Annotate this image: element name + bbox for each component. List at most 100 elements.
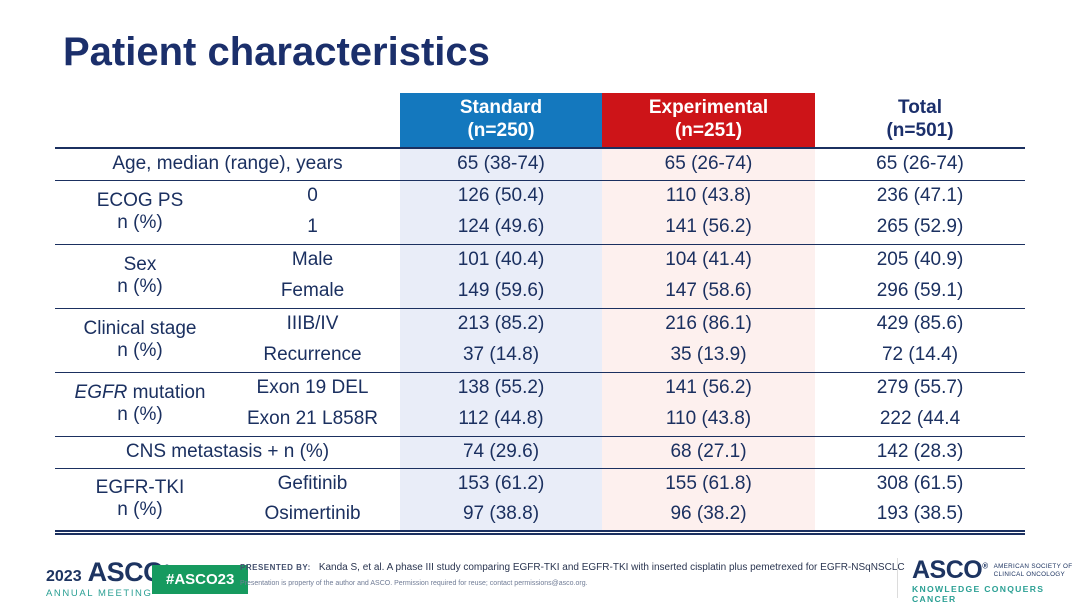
standard-column-header: Standard (n=250) [400,93,602,149]
age-standard-cell: 65 (38-74) [400,148,602,181]
sex-row-0: Sex n (%) Male 101 (40.4) 104 (41.4) 205… [55,244,1025,309]
tki-gefitinib-sublabel: Gefitinib [277,472,348,494]
experimental-header-line2: (n=251) [674,120,743,141]
registered-mark: ® [982,561,988,571]
tki-gefitinib-standard-cell: 153 (61.2) [400,468,602,500]
stage-label-line1: Clinical stage [83,318,197,340]
ecog-group-label: ECOG PS n (%) [55,180,225,245]
sex-female-total-cell: 296 (59.1) [815,276,1025,309]
stage-0-total-cell: 429 (85.6) [815,308,1025,340]
tki-label-line2: n (%) [117,499,163,520]
cns-total-cell: 142 (28.3) [815,436,1025,469]
ecog-row-0: ECOG PS n (%) 0 126 (50.4) 110 (43.8) 23… [55,180,1025,245]
asco-logo-wordmark: ASCO® [912,556,988,584]
experimental-header-line1: Experimental [648,97,769,119]
cns-row: CNS metastasis + n (%) 74 (29.6) 68 (27.… [55,436,1025,469]
stage-0-standard-cell: 213 (85.2) [400,308,602,340]
ecog-1-total-cell: 265 (52.9) [815,212,1025,245]
stage-label-line2: n (%) [117,340,163,361]
egfr-label-line1: EGFR mutation [59,382,221,404]
society-name-line1: AMERICAN SOCIETY OF [993,563,1073,570]
sex-male-sublabel: Male [291,248,334,270]
ecog-label-line2: n (%) [117,212,163,233]
ecog-row-1: 1 124 (49.6) 141 (56.2) 265 (52.9) [55,212,1025,245]
standard-header-line1: Standard [459,97,543,119]
stage-group-label: Clinical stage n (%) [55,308,225,373]
cns-label: CNS metastasis + n (%) [55,436,400,469]
standard-header-line2: (n=250) [467,120,535,141]
ecog-0-sublabel: 0 [307,184,318,206]
ecog-0-experimental-cell: 110 (43.8) [602,180,815,212]
ecog-1-experimental-cell: 141 (56.2) [602,212,815,245]
patient-characteristics-table: Standard (n=250) Experimental (n=251) To… [55,93,1025,535]
egfr-group-label: EGFR mutation n (%) [55,372,225,437]
annual-meeting-label: ANNUAL MEETING [46,588,153,599]
total-header-line1: Total [898,97,942,119]
egfr-label-italic: EGFR [74,382,128,404]
stage-1-experimental-cell: 35 (13.9) [602,340,815,373]
tki-osimertinib-standard-cell: 97 (38.8) [400,500,602,535]
total-header-line2: (n=501) [886,120,954,141]
stage-1-total-cell: 72 (14.4) [815,340,1025,373]
page-title: Patient characteristics [63,30,490,74]
age-label: Age, median (range), years [55,148,400,181]
sex-label-line2: n (%) [117,276,163,297]
stage-1-standard-cell: 37 (14.8) [400,340,602,373]
sex-male-standard-cell: 101 (40.4) [400,244,602,276]
tki-group-label: EGFR-TKI n (%) [55,468,225,535]
egfr-0-sublabel: Exon 19 DEL [256,376,369,398]
tki-row-1: Osimertinib 97 (38.8) 96 (38.2) 193 (38.… [55,500,1025,535]
age-row: Age, median (range), years 65 (38-74) 65… [55,148,1025,181]
stage-1-sublabel: Recurrence [225,340,400,373]
sex-female-experimental-cell: 147 (58.6) [602,276,815,309]
stage-0-sublabel: IIIB/IV [286,312,339,334]
tki-osimertinib-experimental-cell: 96 (38.2) [602,500,815,535]
egfr-0-standard-cell: 138 (55.2) [400,372,602,404]
header-spacer [55,93,400,149]
sex-group-label: Sex n (%) [55,244,225,309]
asco-society-logo: ASCO® AMERICAN SOCIETY OF CLINICAL ONCOL… [912,556,1080,605]
meeting-year-label: 2023 [46,568,82,585]
ecog-0-standard-cell: 126 (50.4) [400,180,602,212]
footer: 2023 ASCO® ANNUAL MEETING #ASCO23 PRESEN… [0,552,1080,608]
age-total-cell: 65 (26-74) [815,148,1025,181]
sex-male-experimental-cell: 104 (41.4) [602,244,815,276]
footer-divider [897,558,898,598]
sex-female-sublabel: Female [225,276,400,309]
society-name-line2: CLINICAL ONCOLOGY [993,571,1065,579]
presented-by-label: PRESENTED BY: [240,563,311,572]
egfr-label-rest: mutation [127,382,206,404]
egfr-label-line2: n (%) [117,404,163,425]
stage-row-0: Clinical stage n (%) IIIB/IV 213 (85.2) … [55,308,1025,373]
total-column-header: Total (n=501) [815,93,1025,149]
society-name: AMERICAN SOCIETY OF CLINICAL ONCOLOGY [994,563,1073,579]
egfr-1-total-cell: 222 (44.4 [815,404,1025,437]
citation-text: Kanda S, et al. A phase III study compar… [318,562,905,573]
ecog-1-sublabel: 1 [225,212,400,245]
ecog-label-line1: ECOG PS [96,190,184,212]
stage-0-experimental-cell: 216 (86.1) [602,308,815,340]
egfr-0-experimental-cell: 141 (56.2) [602,372,815,404]
tki-osimertinib-total-cell: 193 (38.5) [815,500,1025,535]
tki-osimertinib-sublabel: Osimertinib [225,500,400,535]
age-experimental-cell: 65 (26-74) [602,148,815,181]
tagline: KNOWLEDGE CONQUERS CANCER [912,584,1045,605]
egfr-0-total-cell: 279 (55.7) [815,372,1025,404]
ecog-0-total-cell: 236 (47.1) [815,180,1025,212]
experimental-column-header: Experimental (n=251) [602,93,815,149]
egfr-1-experimental-cell: 110 (43.8) [602,404,815,437]
ecog-1-standard-cell: 124 (49.6) [400,212,602,245]
egfr-row-1: Exon 21 L858R 112 (44.8) 110 (43.8) 222 … [55,404,1025,437]
tki-label-line1: EGFR-TKI [95,477,185,499]
tki-gefitinib-total-cell: 308 (61.5) [815,468,1025,500]
permission-text: Presentation is property of the author a… [240,580,588,587]
egfr-row-0: EGFR mutation n (%) Exon 19 DEL 138 (55.… [55,372,1025,437]
tki-gefitinib-experimental-cell: 155 (61.8) [602,468,815,500]
hashtag-badge: #ASCO23 [152,565,249,594]
stage-row-1: Recurrence 37 (14.8) 35 (13.9) 72 (14.4) [55,340,1025,373]
header-row: Standard (n=250) Experimental (n=251) To… [55,93,1025,149]
egfr-1-sublabel: Exon 21 L858R [225,404,400,437]
tki-row-0: EGFR-TKI n (%) Gefitinib 153 (61.2) 155 … [55,468,1025,535]
presented-by-block: PRESENTED BY: Kanda S, et al. A phase II… [240,562,905,587]
